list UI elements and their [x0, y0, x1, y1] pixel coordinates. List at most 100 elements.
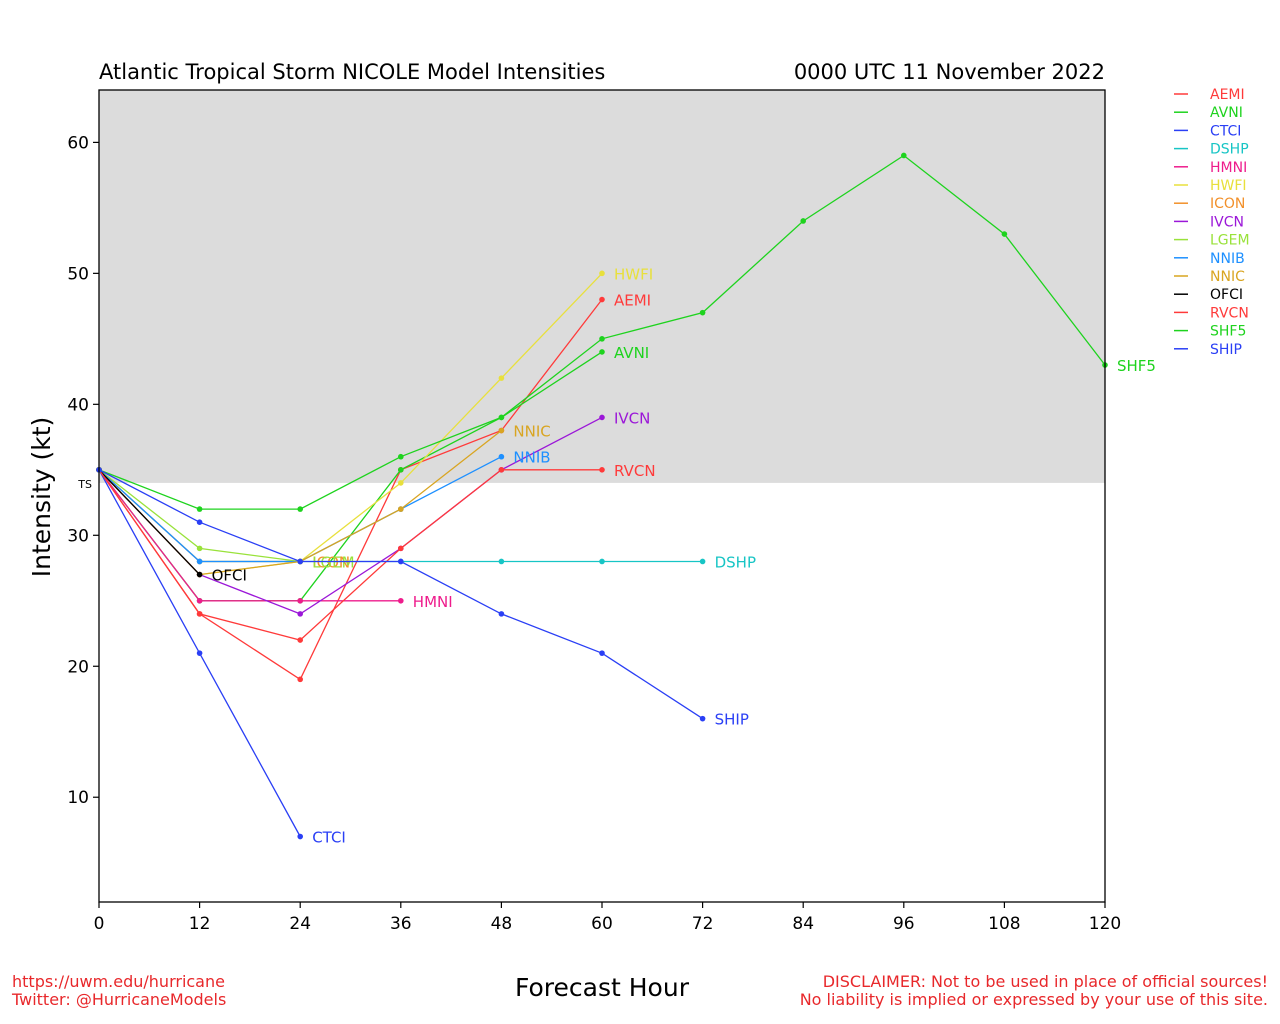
series-hmni: HMNI	[96, 467, 453, 611]
series-end-label: NNIB	[513, 449, 550, 467]
legend-label: ICON	[1210, 196, 1245, 212]
legend-item: CTCI	[1174, 123, 1241, 139]
data-point	[398, 453, 404, 460]
x-tick-label: 48	[491, 914, 513, 934]
disclaimer-line-2: No liability is implied or expressed by …	[799, 990, 1268, 1009]
legend-item: NNIC	[1174, 269, 1245, 285]
legend-item: SHF5	[1174, 324, 1246, 340]
legend-item: SHIP	[1174, 342, 1242, 358]
data-point	[196, 506, 203, 512]
data-point	[800, 218, 806, 224]
data-point	[599, 650, 605, 656]
data-point	[498, 558, 505, 565]
data-point	[398, 597, 404, 604]
legend-label: CTCI	[1210, 123, 1241, 139]
series-end-label: ICON	[312, 553, 350, 571]
data-point	[599, 414, 605, 421]
legend-label: HWFI	[1210, 178, 1247, 194]
x-tick-label: 72	[692, 914, 714, 934]
legend-label: SHIP	[1210, 342, 1242, 358]
data-point	[498, 453, 505, 460]
footer-left: https://uwm.edu/hurricane Twitter: @Hurr…	[12, 973, 226, 1009]
x-axis-label: Forecast Hour	[515, 973, 690, 1002]
legend-label: DSHP	[1210, 142, 1249, 158]
data-point	[297, 597, 304, 604]
plot-frame	[98, 89, 1106, 903]
data-point	[398, 467, 404, 473]
data-point	[901, 152, 907, 159]
legend-item: DSHP	[1174, 142, 1249, 158]
legend-label: IVCN	[1210, 214, 1244, 230]
data-point	[196, 571, 203, 578]
x-tick-label: 24	[289, 914, 311, 934]
series-ship: SHIP	[96, 467, 749, 729]
chart-date: 0000 UTC 11 November 2022	[794, 60, 1105, 84]
data-point	[498, 611, 505, 617]
data-point	[599, 349, 605, 355]
legend-item: ICON	[1174, 196, 1245, 212]
data-point	[599, 296, 605, 303]
series-end-label: NNIC	[513, 423, 550, 441]
x-tick-label: 60	[591, 914, 613, 934]
data-point	[398, 506, 404, 512]
data-point	[498, 375, 505, 381]
series-end-label: HWFI	[614, 265, 653, 283]
data-point	[1001, 231, 1008, 237]
legend-label: AVNI	[1210, 105, 1243, 121]
series-end-label: CTCI	[312, 829, 346, 847]
data-point	[599, 336, 605, 342]
legend-label: AEMI	[1210, 87, 1245, 103]
y-tick-label: 60	[67, 133, 89, 153]
data-point	[498, 414, 505, 421]
data-point	[196, 597, 203, 604]
series-line-ofci	[98, 469, 201, 576]
data-point	[398, 480, 404, 486]
legend-label: SHF5	[1210, 324, 1246, 340]
legend-item: RVCN	[1174, 305, 1249, 321]
y-axis-label: Intensity (kt)	[27, 417, 56, 578]
data-point	[498, 427, 505, 434]
data-point	[196, 558, 203, 565]
legend-item: IVCN	[1174, 214, 1244, 230]
data-point	[599, 467, 605, 473]
y-tick-label: 10	[67, 788, 89, 808]
y-tick-label: 30	[67, 526, 89, 546]
series-end-label: DSHP	[715, 553, 756, 571]
series-line-hmni	[98, 469, 401, 602]
series-end-label: AVNI	[614, 344, 649, 362]
legend-item: OFCI	[1174, 287, 1243, 303]
footer-url[interactable]: https://uwm.edu/hurricane	[12, 972, 225, 991]
legend-item: AVNI	[1174, 105, 1243, 121]
legend-item: AEMI	[1174, 87, 1245, 103]
y-tick-label: 20	[67, 657, 89, 677]
series-end-label: AEMI	[614, 292, 651, 310]
x-tick-label: 96	[893, 914, 915, 934]
x-tick-label: 12	[189, 914, 211, 934]
legend-item: NNIB	[1174, 251, 1245, 267]
data-point	[398, 558, 404, 565]
data-point	[498, 467, 505, 473]
disclaimer-line-1: DISCLAIMER: Not to be used in place of o…	[822, 972, 1268, 991]
chart-title: Atlantic Tropical Storm NICOLE Model Int…	[99, 60, 605, 84]
legend-label: NNIB	[1210, 251, 1245, 267]
data-point	[196, 650, 203, 656]
series-shf5: SHF5	[96, 152, 1156, 512]
series-end-label: IVCN	[614, 409, 650, 427]
x-tick-label: 120	[1089, 914, 1121, 934]
series-end-label: RVCN	[614, 462, 656, 480]
data-point	[196, 519, 203, 525]
tropical-storm-shade	[99, 90, 1105, 483]
x-tick-label: 36	[390, 914, 412, 934]
footer-twitter[interactable]: Twitter: @HurricaneModels	[12, 990, 227, 1009]
legend-item: HWFI	[1174, 178, 1247, 194]
data-point	[297, 558, 304, 565]
data-point	[297, 676, 304, 683]
axes-group: 0 12 24 36 48 60 72 84 96 108 120 10 20 30 40 50 60	[67, 133, 1121, 934]
data-point	[297, 637, 304, 643]
series-rvcn: RVCN	[96, 462, 656, 643]
data-point	[398, 545, 404, 552]
data-point	[699, 558, 706, 565]
data-point	[599, 270, 605, 277]
data-point	[297, 833, 304, 840]
